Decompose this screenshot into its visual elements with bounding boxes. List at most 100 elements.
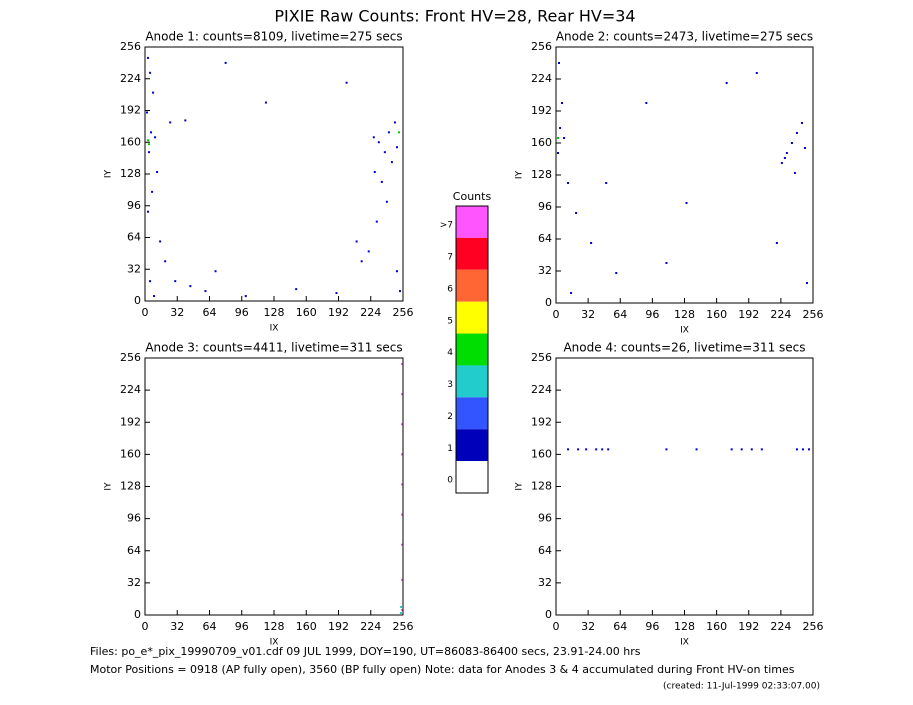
data-point [147,210,150,213]
data-point [785,152,788,154]
colorbar-swatch [456,365,488,398]
colorbar-label: 6 [447,284,453,294]
y-tick-label: 96 [538,512,552,525]
data-point [665,448,668,451]
data-point [760,448,763,451]
x-tick-label: 128 [264,306,285,319]
y-tick-label: 32 [127,576,141,589]
data-point [295,288,298,291]
data-point [377,141,380,144]
footer-created: (created: 11-Jul-1999 02:33:07.00) [663,682,820,692]
y-tick-label: 32 [538,264,552,277]
panel-title: Anode 4: counts=26, livetime=311 secs [563,341,805,355]
y-tick-label: 64 [127,231,141,244]
data-point [400,363,403,366]
y-tick-label: 64 [538,232,552,245]
y-tick-label: 64 [127,544,141,557]
x-axis-label: IX [270,324,279,334]
y-tick-label: 224 [531,72,552,85]
x-tick-label: 0 [553,308,560,321]
data-point [605,182,608,184]
plot-frame [555,357,814,616]
data-point [150,131,153,134]
x-tick-label: 96 [645,308,659,321]
data-point [373,171,376,174]
data-point [557,152,560,154]
y-tick-label: 192 [120,415,141,428]
y-tick-label: 256 [120,40,141,53]
y-tick-label: 192 [531,415,552,428]
data-point [372,136,375,139]
x-tick-label: 96 [235,306,249,319]
x-tick-label: 64 [613,620,627,633]
x-tick-label: 192 [738,620,759,633]
data-point [184,119,187,122]
x-tick-label: 128 [264,620,285,633]
x-tick-label: 128 [674,308,695,321]
data-point [755,72,758,74]
data-point [585,448,588,451]
y-tick-label: 160 [120,135,141,148]
colorbar-label: 7 [447,253,453,263]
y-axis-label: IY [104,482,114,491]
data-point [383,151,386,154]
colorbar-label: 5 [447,316,453,326]
x-tick-label: 96 [235,620,249,633]
y-tick-label: 224 [531,383,552,396]
x-tick-label: 256 [803,620,824,633]
y-tick-label: 32 [538,576,552,589]
colorbar-title: Counts [453,190,492,203]
colorbar-label: 3 [447,380,453,390]
colorbar-swatch [456,333,488,366]
data-point [790,142,793,144]
data-point [152,91,155,94]
y-tick-label: 64 [538,544,552,557]
colorbar-swatch [456,206,488,238]
y-tick-label: 0 [134,608,141,621]
page-title: PIXIE Raw Counts: Front HV=28, Rear HV=3… [274,7,635,26]
y-tick-label: 0 [545,296,552,309]
data-point [355,240,358,243]
data-point [793,172,796,174]
data-point [360,260,363,263]
plot-frame [144,357,404,616]
data-point [399,605,402,608]
data-point [214,270,217,273]
x-tick-label: 128 [674,620,695,633]
y-tick-label: 224 [120,383,141,396]
x-tick-label: 192 [328,306,349,319]
y-axis-label: IY [104,169,114,178]
y-tick-label: 32 [127,262,141,275]
colorbar-frame [455,205,489,494]
x-tick-label: 0 [142,306,149,319]
x-tick-label: 32 [170,620,184,633]
data-point [400,578,403,581]
data-point [224,61,227,64]
data-point [156,171,159,174]
data-point [807,448,810,451]
data-point [345,81,348,84]
x-tick-label: 224 [770,308,791,321]
data-point [399,611,402,614]
data-point [380,180,383,183]
y-tick-label: 0 [545,608,552,621]
x-axis-label: IX [680,326,689,336]
x-tick-label: 64 [203,620,217,633]
x-tick-label: 256 [393,620,414,633]
data-point [795,448,798,451]
panel-title: Anode 3: counts=4411, livetime=311 secs [145,341,402,355]
y-tick-label: 256 [531,351,552,364]
data-point [730,448,733,451]
panel-title: Anode 1: counts=8109, livetime=275 secs [145,30,402,44]
data-point [558,62,561,64]
x-axis-label: IX [270,638,279,648]
y-tick-label: 160 [531,136,552,149]
plot-frame [144,46,404,302]
data-point [805,282,808,284]
data-point [397,131,400,134]
colorbar-swatch [456,301,488,334]
colorbar-swatch [456,269,488,302]
data-point [148,143,151,146]
data-point [367,250,370,253]
y-tick-label: 128 [531,480,552,493]
